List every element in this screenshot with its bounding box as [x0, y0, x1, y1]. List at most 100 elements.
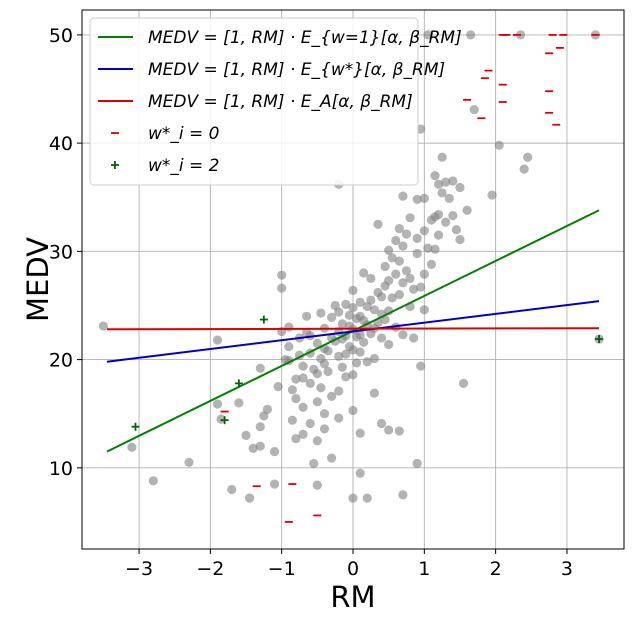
- data-point: [366, 273, 376, 284]
- data-point: [401, 266, 412, 276]
- x-tick-label: −3: [125, 558, 153, 580]
- legend: MEDV = [1, RM] · E_{w=1}[α, β_RM] MEDV = …: [89, 17, 462, 186]
- data-point: [398, 191, 408, 201]
- data-point: [348, 303, 358, 313]
- y-axis-ticks: 10 20 30 40 50: [49, 25, 82, 480]
- data-point: [298, 373, 308, 383]
- data-point: [458, 378, 469, 389]
- data-point: [441, 217, 451, 227]
- y-tick-label: 40: [49, 133, 73, 155]
- data-point: [376, 333, 387, 343]
- data-point: [287, 415, 297, 425]
- data-point: [298, 361, 308, 371]
- data-point: [348, 493, 358, 503]
- data-point: [277, 270, 287, 280]
- data-point: [523, 152, 533, 162]
- data-point: [302, 311, 312, 321]
- data-point: [376, 418, 387, 429]
- data-point: [359, 337, 369, 347]
- x-axis-label: RM: [330, 580, 375, 614]
- data-point: [416, 282, 426, 292]
- data-point: [355, 468, 365, 478]
- data-point: [430, 244, 440, 254]
- data-point: [298, 402, 308, 412]
- data-point: [362, 493, 372, 503]
- data-point: [462, 205, 472, 215]
- data-point: [433, 179, 444, 189]
- legend-label-ewstar: MEDV = [1, RM] · E_{w*}[α, β_RM]: [148, 60, 445, 80]
- data-point: [369, 353, 379, 364]
- data-point: [337, 362, 347, 372]
- data-point: [437, 152, 447, 162]
- data-point: [255, 363, 265, 373]
- data-point: [441, 177, 451, 187]
- data-point: [323, 346, 333, 356]
- data-point: [291, 374, 301, 384]
- data-point: [262, 404, 273, 414]
- data-point: [305, 418, 315, 429]
- data-point: [212, 399, 223, 409]
- data-point: [269, 479, 280, 489]
- data-point: [291, 434, 301, 444]
- data-point: [148, 476, 158, 486]
- data-point: [277, 283, 287, 293]
- data-point: [373, 219, 383, 229]
- data-point: [255, 441, 265, 451]
- data-point: [312, 338, 322, 348]
- data-point: [234, 398, 244, 408]
- data-point: [384, 425, 394, 435]
- data-point: [430, 170, 440, 181]
- data-point: [384, 275, 394, 286]
- data-point: [451, 225, 462, 235]
- data-point: [448, 176, 458, 186]
- data-point: [405, 273, 415, 284]
- x-tick-label: 2: [490, 558, 502, 580]
- data-point: [348, 405, 358, 416]
- data-point: [409, 284, 419, 294]
- data-point: [387, 253, 397, 263]
- data-point: [284, 322, 294, 332]
- data-point: [387, 293, 397, 303]
- legend-label-ea: MEDV = [1, RM] · E_A[α, β_RM]: [148, 92, 413, 112]
- w2-marker: [234, 379, 243, 388]
- data-point: [334, 351, 344, 361]
- data-point: [298, 429, 308, 439]
- data-point: [355, 428, 365, 438]
- data-point: [494, 140, 504, 150]
- data-point: [348, 345, 358, 355]
- data-point: [384, 339, 394, 350]
- data-point: [348, 370, 358, 380]
- data-point: [380, 261, 390, 272]
- data-point: [312, 480, 322, 490]
- data-point: [344, 310, 355, 320]
- data-point: [369, 305, 379, 315]
- x-tick-label: 1: [418, 558, 430, 580]
- data-point: [305, 378, 315, 389]
- data-point: [444, 193, 454, 203]
- data-point: [319, 359, 330, 369]
- x-tick-label: 3: [561, 558, 573, 580]
- data-point: [312, 436, 322, 446]
- legend-label-ew1: MEDV = [1, RM] · E_{w=1}[α, β_RM]: [148, 28, 462, 48]
- data-point: [455, 182, 465, 193]
- data-point: [398, 278, 408, 288]
- y-tick-label: 20: [49, 350, 73, 372]
- data-point: [327, 453, 337, 463]
- y-tick-label: 50: [49, 25, 73, 47]
- data-point: [284, 342, 294, 352]
- x-tick-label: −1: [268, 558, 296, 580]
- data-point: [416, 361, 426, 371]
- data-point: [394, 426, 404, 436]
- y-tick-label: 30: [49, 241, 73, 263]
- data-point: [227, 484, 237, 495]
- data-point: [334, 307, 344, 317]
- data-point: [309, 458, 319, 469]
- w2-marker: [131, 422, 140, 431]
- data-point: [341, 299, 351, 309]
- data-point: [398, 330, 408, 340]
- legend-box: [89, 17, 419, 186]
- data-point: [316, 383, 326, 393]
- data-point: [316, 308, 326, 318]
- x-tick-label: −2: [196, 558, 224, 580]
